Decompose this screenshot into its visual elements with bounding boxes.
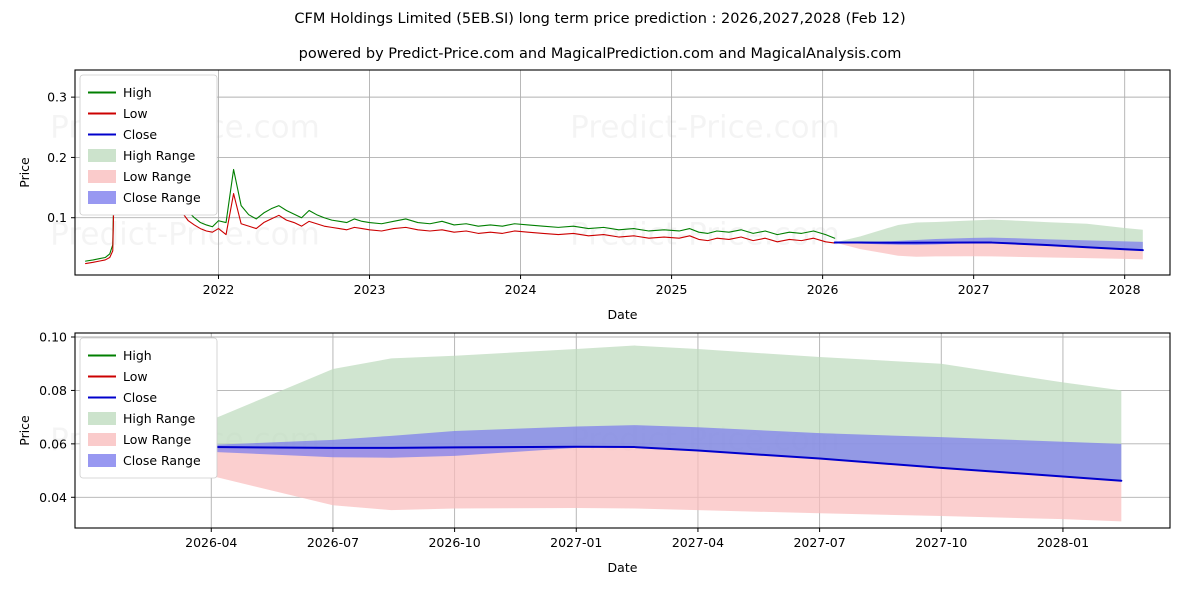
legend-label: Close Range	[123, 453, 201, 468]
legend-item[interactable]: Close Range	[88, 453, 201, 468]
x-tick-label: 2026-07	[307, 535, 359, 550]
band-close-range	[834, 237, 1143, 251]
legend-patch-swatch	[88, 149, 116, 162]
y-tick-label: 0.06	[39, 436, 67, 451]
legend-item[interactable]: Close	[88, 127, 157, 142]
x-tick-label: 2027	[958, 282, 990, 297]
legend-item[interactable]: Low Range	[88, 432, 192, 447]
legend-item[interactable]: Close Range	[88, 190, 201, 205]
watermark-text: Predict-Price.com	[50, 216, 320, 252]
legend-label: Close Range	[123, 190, 201, 205]
legend[interactable]: High Low Close High Range Low Range Close Ran…	[79, 337, 218, 479]
legend-label: Low Range	[123, 169, 192, 184]
x-tick-label: 2025	[656, 282, 688, 297]
y-tick-label: 0.08	[39, 383, 67, 398]
y-tick-label: 0.2	[47, 150, 67, 165]
legend-item[interactable]: Low	[88, 106, 148, 121]
legend-item[interactable]: Low	[88, 369, 148, 384]
x-tick-label: 2028-01	[1037, 535, 1089, 550]
y-axis-label: Price	[17, 157, 32, 188]
x-tick-label: 2027-04	[672, 535, 724, 550]
legend-patch-swatch	[88, 433, 116, 446]
page-title: CFM Holdings Limited (5EB.SI) long term …	[294, 11, 906, 27]
chart-forecast[interactable]: Predict-Price.comPredict-Price.com2026-0…	[17, 330, 1171, 575]
plot-frame	[74, 69, 1171, 276]
x-tick-label: 2026	[807, 282, 839, 297]
page-subtitle: powered by Predict-Price.com and Magical…	[298, 46, 902, 62]
watermark-text: Predict-Price.com	[570, 216, 840, 252]
legend-item[interactable]: High Range	[88, 148, 196, 163]
legend-label: High	[123, 348, 152, 363]
x-axis-label: Date	[608, 307, 638, 322]
legend-patch-swatch	[88, 454, 116, 467]
legend-item[interactable]: High	[88, 348, 152, 363]
x-tick-label: 2026-04	[185, 535, 237, 550]
y-tick-label: 0.3	[47, 90, 67, 105]
x-tick-label: 2028	[1109, 282, 1141, 297]
x-tick-label: 2027-07	[793, 535, 845, 550]
x-tick-label: 2026-10	[428, 535, 480, 550]
y-tick-label: 0.1	[47, 210, 67, 225]
legend-label: Close	[123, 127, 157, 142]
x-axis-label: Date	[608, 560, 638, 575]
x-tick-label: 2027-01	[550, 535, 602, 550]
legend-label: High Range	[123, 148, 196, 163]
legend-label: Low	[123, 369, 148, 384]
chart-overview[interactable]: Predict-Price.com Predict-Price.com Predic…	[17, 69, 1171, 322]
legend-label: High Range	[123, 411, 196, 426]
legend-item[interactable]: Low Range	[88, 169, 192, 184]
legend-item[interactable]: High	[88, 85, 152, 100]
x-tick-label: 2023	[354, 282, 386, 297]
legend-patch-swatch	[88, 412, 116, 425]
legend-patch-swatch	[88, 170, 116, 183]
legend[interactable]: High Low Close High Range Low Range Close Ran…	[79, 74, 218, 216]
legend-patch-swatch	[88, 191, 116, 204]
band-low-range	[128, 446, 1122, 522]
legend-item[interactable]: High Range	[88, 411, 196, 426]
y-tick-label: 0.04	[39, 490, 67, 505]
x-tick-label: 2027-10	[915, 535, 967, 550]
series-line-close	[127, 445, 1123, 482]
band-close-range	[128, 425, 1122, 481]
x-tick-label: 2022	[203, 282, 235, 297]
series-line-close	[833, 241, 1144, 252]
legend-item[interactable]: Close	[88, 390, 157, 405]
x-tick-label: 2024	[505, 282, 537, 297]
legend-label: Close	[123, 390, 157, 405]
plot-frame	[74, 332, 1171, 529]
y-tick-label: 0.10	[39, 330, 67, 345]
legend-label: High	[123, 85, 152, 100]
watermark-text: Predict-Price.com	[570, 110, 840, 146]
legend-label: Low Range	[123, 432, 192, 447]
legend-label: Low	[123, 106, 148, 121]
y-axis-label: Price	[17, 415, 32, 446]
